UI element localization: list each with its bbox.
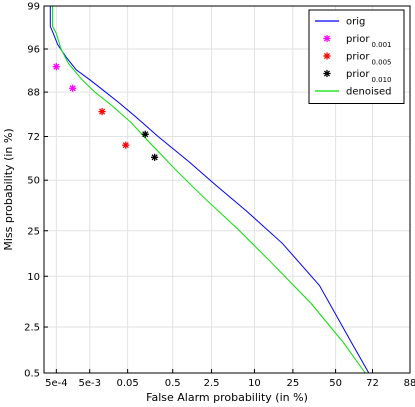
plot-frame [43,5,411,374]
y-tick-label: 25 [27,226,40,237]
legend-star-swatch [323,52,331,60]
y-tick-label: 72 [27,132,40,143]
legend-box [308,9,405,104]
x-tick-label: 88 [404,378,415,389]
y-tick-label: 88 [27,88,40,99]
marker-prior-0-001 [52,63,60,71]
x-tick-label: 0.05 [117,378,139,389]
legend-star-swatch [323,34,331,43]
x-tick-label: 2.5 [204,378,220,389]
x-tick-label: 10 [248,378,261,389]
marker-prior-0-010 [151,153,159,161]
marker-prior-0-001 [69,84,77,92]
legend-star-swatch [323,69,331,78]
marker-prior-0-005 [122,141,130,149]
x-tick-label: 72 [366,378,379,389]
line-orig [49,6,370,374]
y-tick-label: 0.5 [24,369,40,380]
legend-label: denoised [346,87,391,98]
y-tick-label: 10 [27,272,40,283]
x-tick-label: 5e-3 [78,378,101,389]
y-tick-label: 50 [27,176,40,187]
y-tick-label: 2.5 [24,323,40,334]
tick-labels: 5e-4 5e-3 0.05 0.5 2.5 10 25 50 72 88 0.5 2.5 10 25 50… [24,2,415,390]
line-denoised [52,6,366,374]
series-lines [49,6,370,374]
y-axis-label: Miss probability (in %) [2,128,15,250]
series-markers [52,63,159,161]
x-tick-label: 0.5 [165,378,181,389]
x-axis-label: False Alarm probability (in %) [146,391,308,404]
marker-prior-0-010 [141,130,149,138]
x-tick-label: 5e-4 [45,378,68,389]
y-tick-label: 96 [27,45,40,56]
x-tick-label: 25 [287,378,300,389]
y-tick-label: 99 [27,2,40,13]
marker-prior-0-005 [98,107,106,116]
legend-label: orig [346,17,365,28]
x-tick-label: 50 [329,378,342,389]
